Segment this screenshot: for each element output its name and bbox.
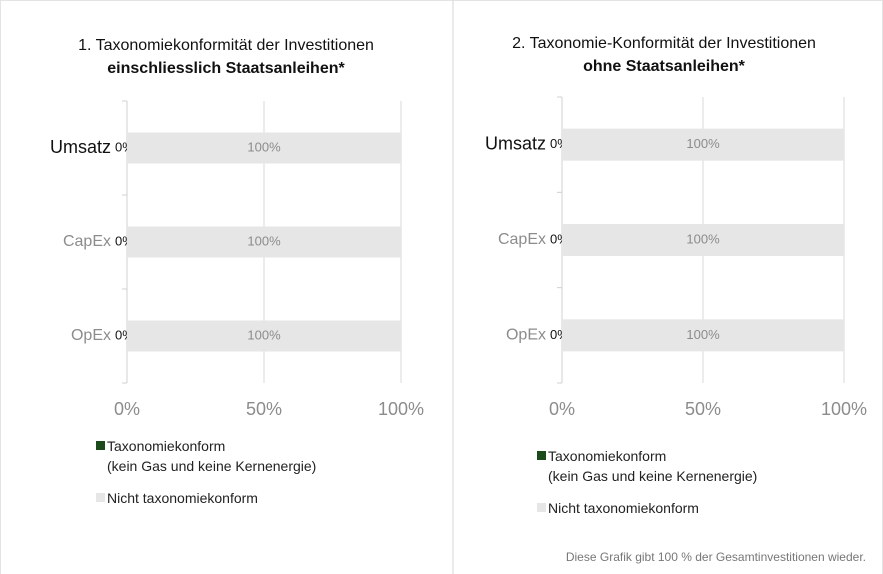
x-tick-label: 50%	[685, 399, 721, 419]
bar	[562, 319, 844, 352]
data-label: 100%	[686, 136, 720, 151]
y-tick-label: Umsatz	[485, 133, 546, 153]
note: Diese Grafik gibt 100 % der Gesamtinvest…	[566, 550, 866, 564]
y-tick-label: CapEx	[498, 231, 546, 248]
bar	[127, 226, 401, 258]
bar	[562, 224, 844, 256]
y-tick-label: OpEx	[71, 327, 111, 344]
bar	[127, 320, 401, 352]
chart-subtitle: ohne Staatsanleihen*	[583, 58, 746, 75]
x-tick-label: 0%	[114, 399, 140, 419]
chart-title: 2. Taxonomie-Konformität der Investition…	[512, 35, 816, 52]
data-label: 100%	[247, 327, 281, 342]
data-label: 100%	[686, 327, 720, 342]
x-tick-label: 100%	[821, 399, 867, 419]
x-tick-label: 50%	[246, 399, 282, 419]
chart-title: 1. Taxonomiekonformität der Investitione…	[78, 37, 374, 54]
bar	[562, 128, 844, 161]
y-tick-label: Umsatz	[50, 137, 111, 157]
x-tick-label: 100%	[378, 399, 424, 419]
data-label: 100%	[247, 139, 281, 154]
legend-label: Taxonomiekonform (kein Gas und keine Ker…	[548, 448, 758, 484]
data-label: 100%	[247, 233, 281, 248]
legend-swatch	[537, 503, 546, 512]
data-label: 100%	[686, 231, 720, 246]
bar	[127, 132, 401, 164]
legend-swatch	[96, 493, 105, 502]
legend-label: Nicht taxonomiekonform	[107, 490, 258, 506]
chart-subtitle: einschliesslich Staatsanleihen*	[107, 60, 345, 77]
legend-label: Nicht taxonomiekonform	[548, 500, 699, 516]
legend-label: Taxonomiekonform (kein Gas und keine Ker…	[107, 438, 317, 474]
legend-swatch	[537, 451, 546, 460]
x-tick-label: 0%	[549, 399, 575, 419]
legend-swatch	[96, 441, 105, 450]
y-tick-label: CapEx	[63, 233, 111, 250]
y-tick-label: OpEx	[506, 327, 546, 344]
